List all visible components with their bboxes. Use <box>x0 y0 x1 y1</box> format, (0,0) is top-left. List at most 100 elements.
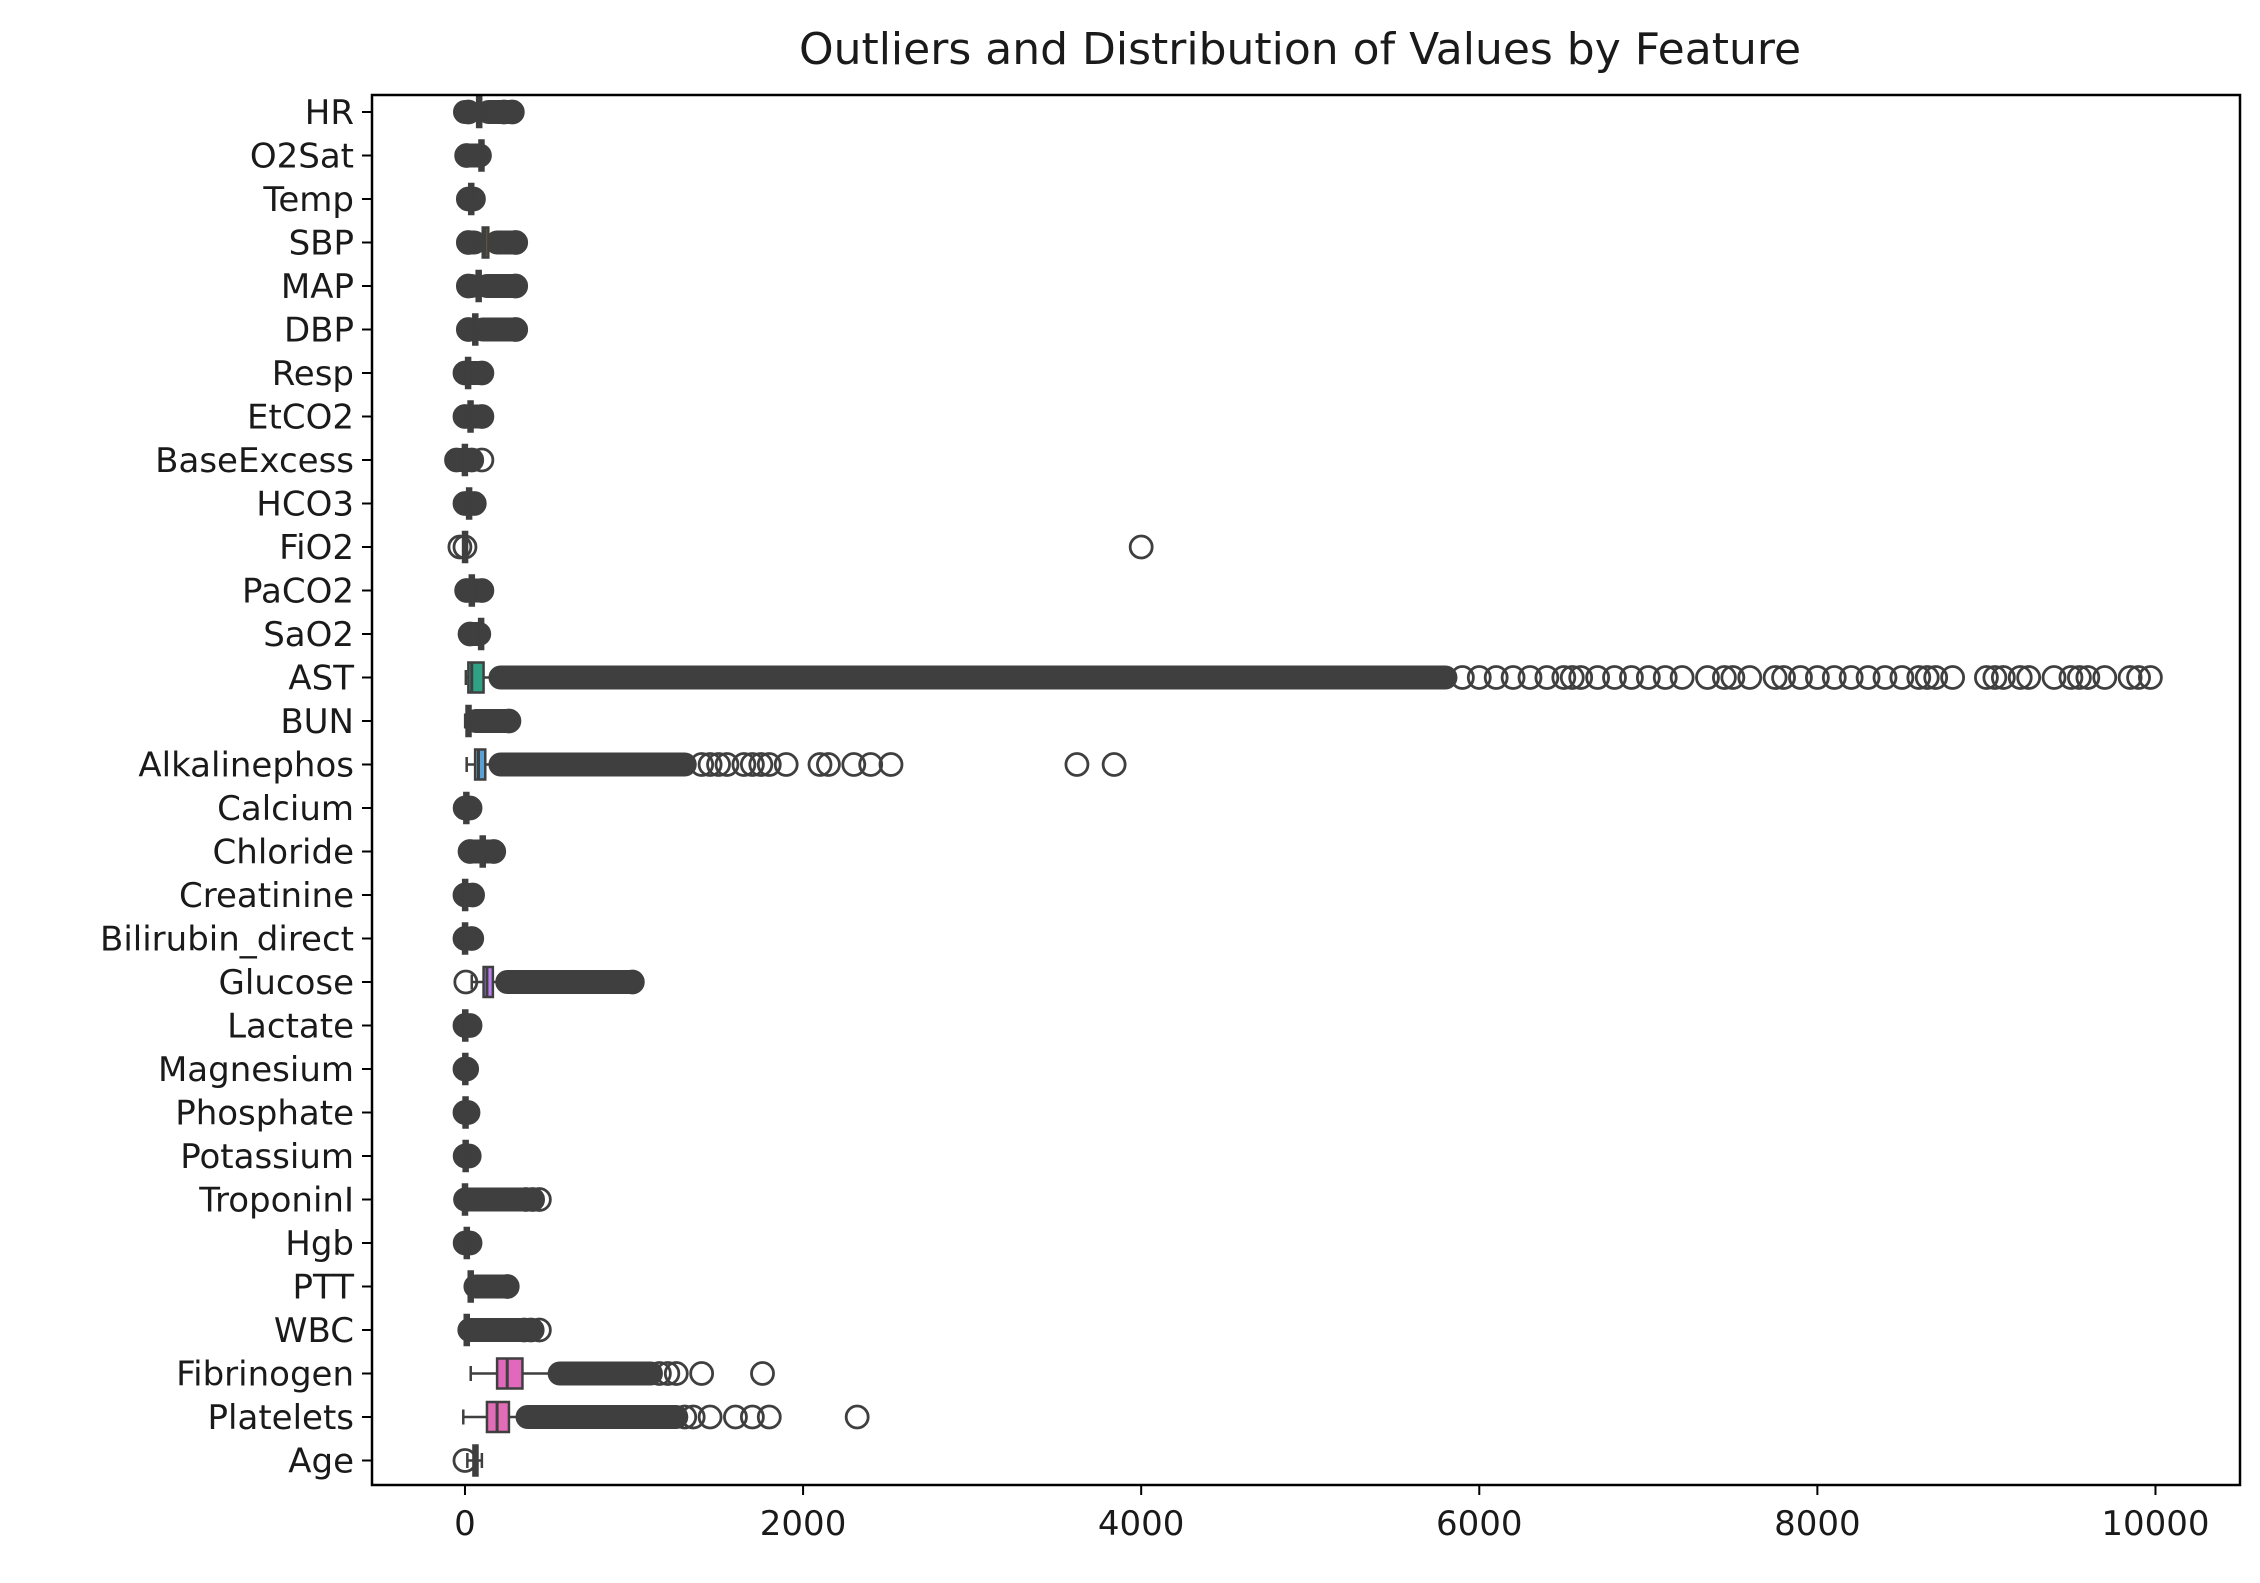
box-sbp <box>455 226 529 259</box>
outlier-point <box>663 1361 689 1386</box>
x-tick-label: 0 <box>454 1504 476 1544</box>
outlier-point <box>1762 665 1788 690</box>
box-baseexcess <box>444 443 495 477</box>
outlier-point <box>520 1187 545 1212</box>
outlier-point <box>503 273 529 299</box>
outlier-point <box>1838 665 1864 690</box>
box-chloride <box>457 835 507 868</box>
outlier-point <box>454 578 480 603</box>
outlier-point <box>1982 665 2008 690</box>
outlier-point <box>739 752 765 777</box>
outlier-point <box>2041 665 2067 690</box>
box-hgb <box>452 1226 483 1260</box>
box-hco3 <box>452 487 487 520</box>
outlier-point <box>1771 665 1796 690</box>
plot-frame <box>370 93 2242 1487</box>
outlier-point <box>1974 665 1999 690</box>
outlier-point <box>526 1187 552 1212</box>
box-calcium <box>452 791 483 825</box>
outlier-point <box>2138 665 2163 690</box>
y-tick-label: Phosphate <box>175 1094 354 1134</box>
outlier-point <box>697 1404 723 1430</box>
outlier-point <box>1804 665 1830 690</box>
outlier-point <box>2016 665 2042 690</box>
outlier-point <box>503 317 529 342</box>
y-tick-label: Magnesium <box>158 1050 354 1090</box>
outlier-point <box>1534 665 1560 690</box>
box-magnesium <box>452 1052 480 1086</box>
y-tick-label: Fibrinogen <box>176 1355 354 1395</box>
outlier-point <box>723 1404 748 1430</box>
outlier-point <box>491 99 517 125</box>
outlier-point <box>655 1361 681 1386</box>
y-tick-label: Potassium <box>180 1137 354 1177</box>
outlier-point <box>1923 665 1949 690</box>
box-temp <box>455 182 486 216</box>
outlier-point <box>1914 665 1940 690</box>
outlier-point <box>2092 665 2118 690</box>
outlier-point <box>494 1274 520 1299</box>
box-hr <box>452 95 525 129</box>
y-tick-label: Age <box>288 1442 354 1482</box>
outlier-point <box>756 1404 782 1430</box>
x-tick-label: 8000 <box>1774 1504 1861 1544</box>
outlier-point <box>2075 665 2101 690</box>
outlier-point <box>1500 665 1526 690</box>
box-fibrinogen <box>469 1357 775 1390</box>
outlier-point <box>2117 665 2143 690</box>
outlier-point <box>1551 665 1577 690</box>
outlier-point <box>1559 665 1585 690</box>
outlier-point <box>816 752 841 777</box>
outlier-point <box>1568 665 1594 690</box>
box-phosphate <box>452 1096 481 1129</box>
outlier-point <box>1585 665 1611 690</box>
outlier-point <box>689 752 715 777</box>
outlier-point <box>739 1404 765 1430</box>
outlier-point <box>461 491 487 516</box>
y-tick-label: AST <box>288 659 354 699</box>
outlier-point <box>469 447 495 473</box>
outlier-point <box>499 99 525 125</box>
box-etco2 <box>452 400 495 433</box>
y-tick-label: Creatinine <box>179 876 354 916</box>
y-tick-label: TroponinI <box>198 1181 354 1221</box>
box-creatinine <box>452 878 485 912</box>
y-tick-label: DBP <box>284 311 354 351</box>
outlier-point <box>1872 665 1898 690</box>
outlier-point <box>1711 665 1737 690</box>
outlier-point <box>456 1143 482 1169</box>
chart-title: Outliers and Distribution of Values by F… <box>799 24 1801 75</box>
outlier-point <box>457 1013 483 1038</box>
x-axis: 0 2000 4000 6000 8000 10000 <box>454 1485 2210 1544</box>
x-tick-label: 6000 <box>1436 1504 1523 1544</box>
box-fio2 <box>447 530 1154 564</box>
outlier-point <box>1652 665 1678 690</box>
y-tick-label: EtCO2 <box>247 398 354 438</box>
outlier-point <box>773 752 799 777</box>
outlier-point <box>858 752 884 777</box>
box-lactate <box>452 1009 483 1042</box>
outlier-point <box>454 143 480 168</box>
outlier-point <box>680 1404 706 1430</box>
outlier-point <box>672 1404 698 1430</box>
outlier-point <box>1990 665 2016 690</box>
outlier-point <box>1695 665 1720 690</box>
y-tick-label: SBP <box>289 224 354 264</box>
outlier-point <box>2007 665 2033 690</box>
outlier-point <box>2067 665 2092 690</box>
outlier-point <box>2126 665 2151 690</box>
y-tick-label: SaO2 <box>263 615 354 655</box>
box-ast <box>464 661 2163 694</box>
y-tick-label: Bilirubin_direct <box>100 920 354 960</box>
box-glucose <box>453 965 645 999</box>
outlier-point <box>750 1361 775 1386</box>
y-tick-label: PaCO2 <box>242 572 354 612</box>
outlier-point <box>1101 752 1127 777</box>
outlier-point <box>844 1404 870 1430</box>
box-dbp <box>455 313 529 346</box>
outlier-point <box>1889 665 1915 690</box>
y-tick-label: Lactate <box>227 1007 354 1047</box>
iqr-box <box>473 748 487 781</box>
y-tick-label: PTT <box>293 1268 355 1308</box>
